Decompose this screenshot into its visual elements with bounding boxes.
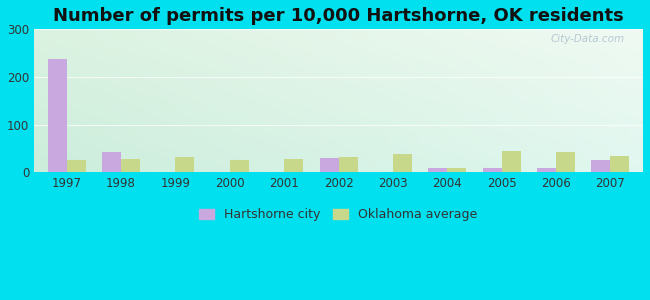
Text: City-Data.com: City-Data.com (551, 34, 625, 44)
Bar (176, 157, 194, 172)
Bar (610, 156, 629, 172)
Bar (537, 169, 556, 172)
Bar (121, 159, 140, 172)
Bar (428, 169, 447, 172)
Bar (592, 160, 610, 172)
Legend: Hartshorne city, Oklahoma average: Hartshorne city, Oklahoma average (194, 203, 482, 226)
Bar (102, 152, 121, 172)
Bar (447, 169, 466, 172)
Bar (483, 169, 502, 172)
Bar (502, 151, 521, 172)
Bar (393, 154, 412, 172)
Bar (67, 160, 86, 172)
Bar (230, 160, 249, 172)
Bar (339, 157, 358, 172)
Bar (320, 158, 339, 172)
Bar (47, 59, 67, 172)
Bar (284, 159, 303, 172)
Bar (556, 152, 575, 172)
Title: Number of permits per 10,000 Hartshorne, OK residents: Number of permits per 10,000 Hartshorne,… (53, 7, 624, 25)
